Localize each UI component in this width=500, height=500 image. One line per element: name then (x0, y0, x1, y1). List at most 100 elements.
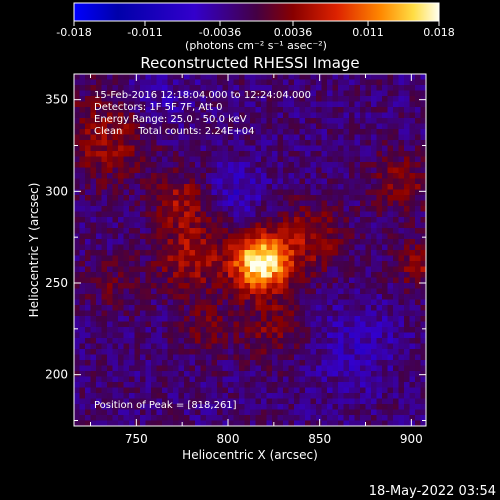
heatmap-cell (382, 162, 388, 168)
heatmap-cell (79, 184, 86, 190)
heatmap-cell (118, 255, 124, 262)
heatmap-cell (118, 250, 124, 256)
heatmap-cell (398, 404, 405, 410)
heatmap-cell (387, 189, 394, 196)
heatmap-cell (310, 123, 317, 130)
heatmap-cell (195, 228, 201, 234)
heatmap-cell (96, 244, 102, 251)
heatmap-cell (74, 398, 80, 405)
heatmap-cell (376, 261, 383, 267)
heatmap-cell (244, 288, 251, 295)
heatmap-cell (393, 140, 399, 146)
heatmap-cell (316, 360, 322, 366)
heatmap-cell (376, 294, 383, 300)
heatmap-cell (415, 123, 421, 130)
heatmap-cell (382, 156, 388, 163)
heatmap-cell (85, 283, 91, 289)
heatmap-cell (244, 338, 251, 344)
heatmap-cell (250, 79, 256, 86)
heatmap-cell (167, 360, 174, 366)
heatmap-cell (239, 354, 245, 361)
heatmap-cell (349, 321, 355, 328)
heatmap-cell (217, 382, 223, 388)
heatmap-cell (90, 151, 97, 157)
heatmap-cell (349, 123, 355, 130)
heatmap-cell (228, 217, 234, 223)
heatmap-cell (332, 382, 339, 388)
heatmap-cell (129, 107, 135, 113)
heatmap-cell (261, 387, 267, 394)
heatmap-cell (101, 222, 108, 229)
heatmap-cell (382, 255, 388, 262)
heatmap-cell (365, 299, 372, 306)
heatmap-cell (420, 206, 426, 212)
heatmap-cell (167, 112, 174, 119)
heatmap-cell (415, 266, 421, 273)
heatmap-cell (332, 200, 339, 207)
heatmap-cell (266, 107, 273, 113)
heatmap-cell (250, 250, 256, 256)
heatmap-cell (288, 85, 295, 91)
heatmap-cell (338, 101, 344, 108)
heatmap-cell (184, 151, 190, 157)
heatmap-cell (316, 354, 322, 361)
heatmap-cell (376, 316, 383, 322)
heatmap-cell (349, 250, 355, 256)
heatmap-cell (316, 321, 322, 328)
heatmap-cell (398, 112, 405, 119)
heatmap-cell (371, 349, 377, 355)
heatmap-cell (266, 173, 273, 179)
heatmap-cell (299, 420, 306, 426)
heatmap-cell (376, 371, 383, 377)
heatmap-cell (112, 129, 119, 135)
heatmap-cell (316, 222, 322, 229)
heatmap-cell (299, 349, 306, 355)
heatmap-cell (90, 189, 97, 196)
heatmap-cell (233, 272, 240, 278)
heatmap-cell (118, 343, 124, 350)
heatmap-cell (398, 217, 405, 223)
heatmap-cell (239, 217, 245, 223)
heatmap-cell (233, 74, 240, 80)
heatmap-cell (277, 244, 284, 251)
heatmap-cell (288, 272, 295, 278)
heatmap-cell (305, 222, 311, 229)
heatmap-cell (321, 96, 328, 102)
heatmap-cell (338, 167, 344, 174)
heatmap-cell (173, 145, 179, 152)
heatmap-cell (371, 316, 377, 322)
heatmap-cell (321, 206, 328, 212)
heatmap-cell (365, 283, 372, 289)
heatmap-cell (349, 85, 355, 91)
heatmap-cell (294, 239, 300, 245)
heatmap-cell (415, 129, 421, 135)
heatmap-cell (404, 211, 410, 218)
heatmap-cell (123, 277, 130, 284)
heatmap-cell (134, 338, 141, 344)
heatmap-cell (371, 167, 377, 174)
heatmap-cell (305, 123, 311, 130)
heatmap-cell (398, 239, 405, 245)
heatmap-cell (156, 96, 163, 102)
heatmap-cell (310, 244, 317, 251)
heatmap-cell (90, 173, 97, 179)
heatmap-cell (321, 178, 328, 185)
heatmap-cell (140, 134, 146, 141)
heatmap-cell (123, 343, 130, 350)
heatmap-cell (74, 382, 80, 388)
heatmap-cell (228, 327, 234, 333)
heatmap-cell (151, 288, 157, 295)
heatmap-cell (211, 365, 218, 372)
heatmap-cell (316, 156, 322, 163)
heatmap-cell (206, 321, 212, 328)
heatmap-cell (343, 277, 350, 284)
heatmap-cell (316, 288, 322, 295)
heatmap-cell (393, 129, 399, 135)
heatmap-cell (321, 360, 328, 366)
heatmap-cell (294, 184, 300, 190)
heatmap-cell (90, 107, 97, 113)
heatmap-cell (360, 178, 366, 185)
heatmap-cell (288, 206, 295, 212)
heatmap-cell (173, 101, 179, 108)
heatmap-cell (167, 244, 174, 251)
